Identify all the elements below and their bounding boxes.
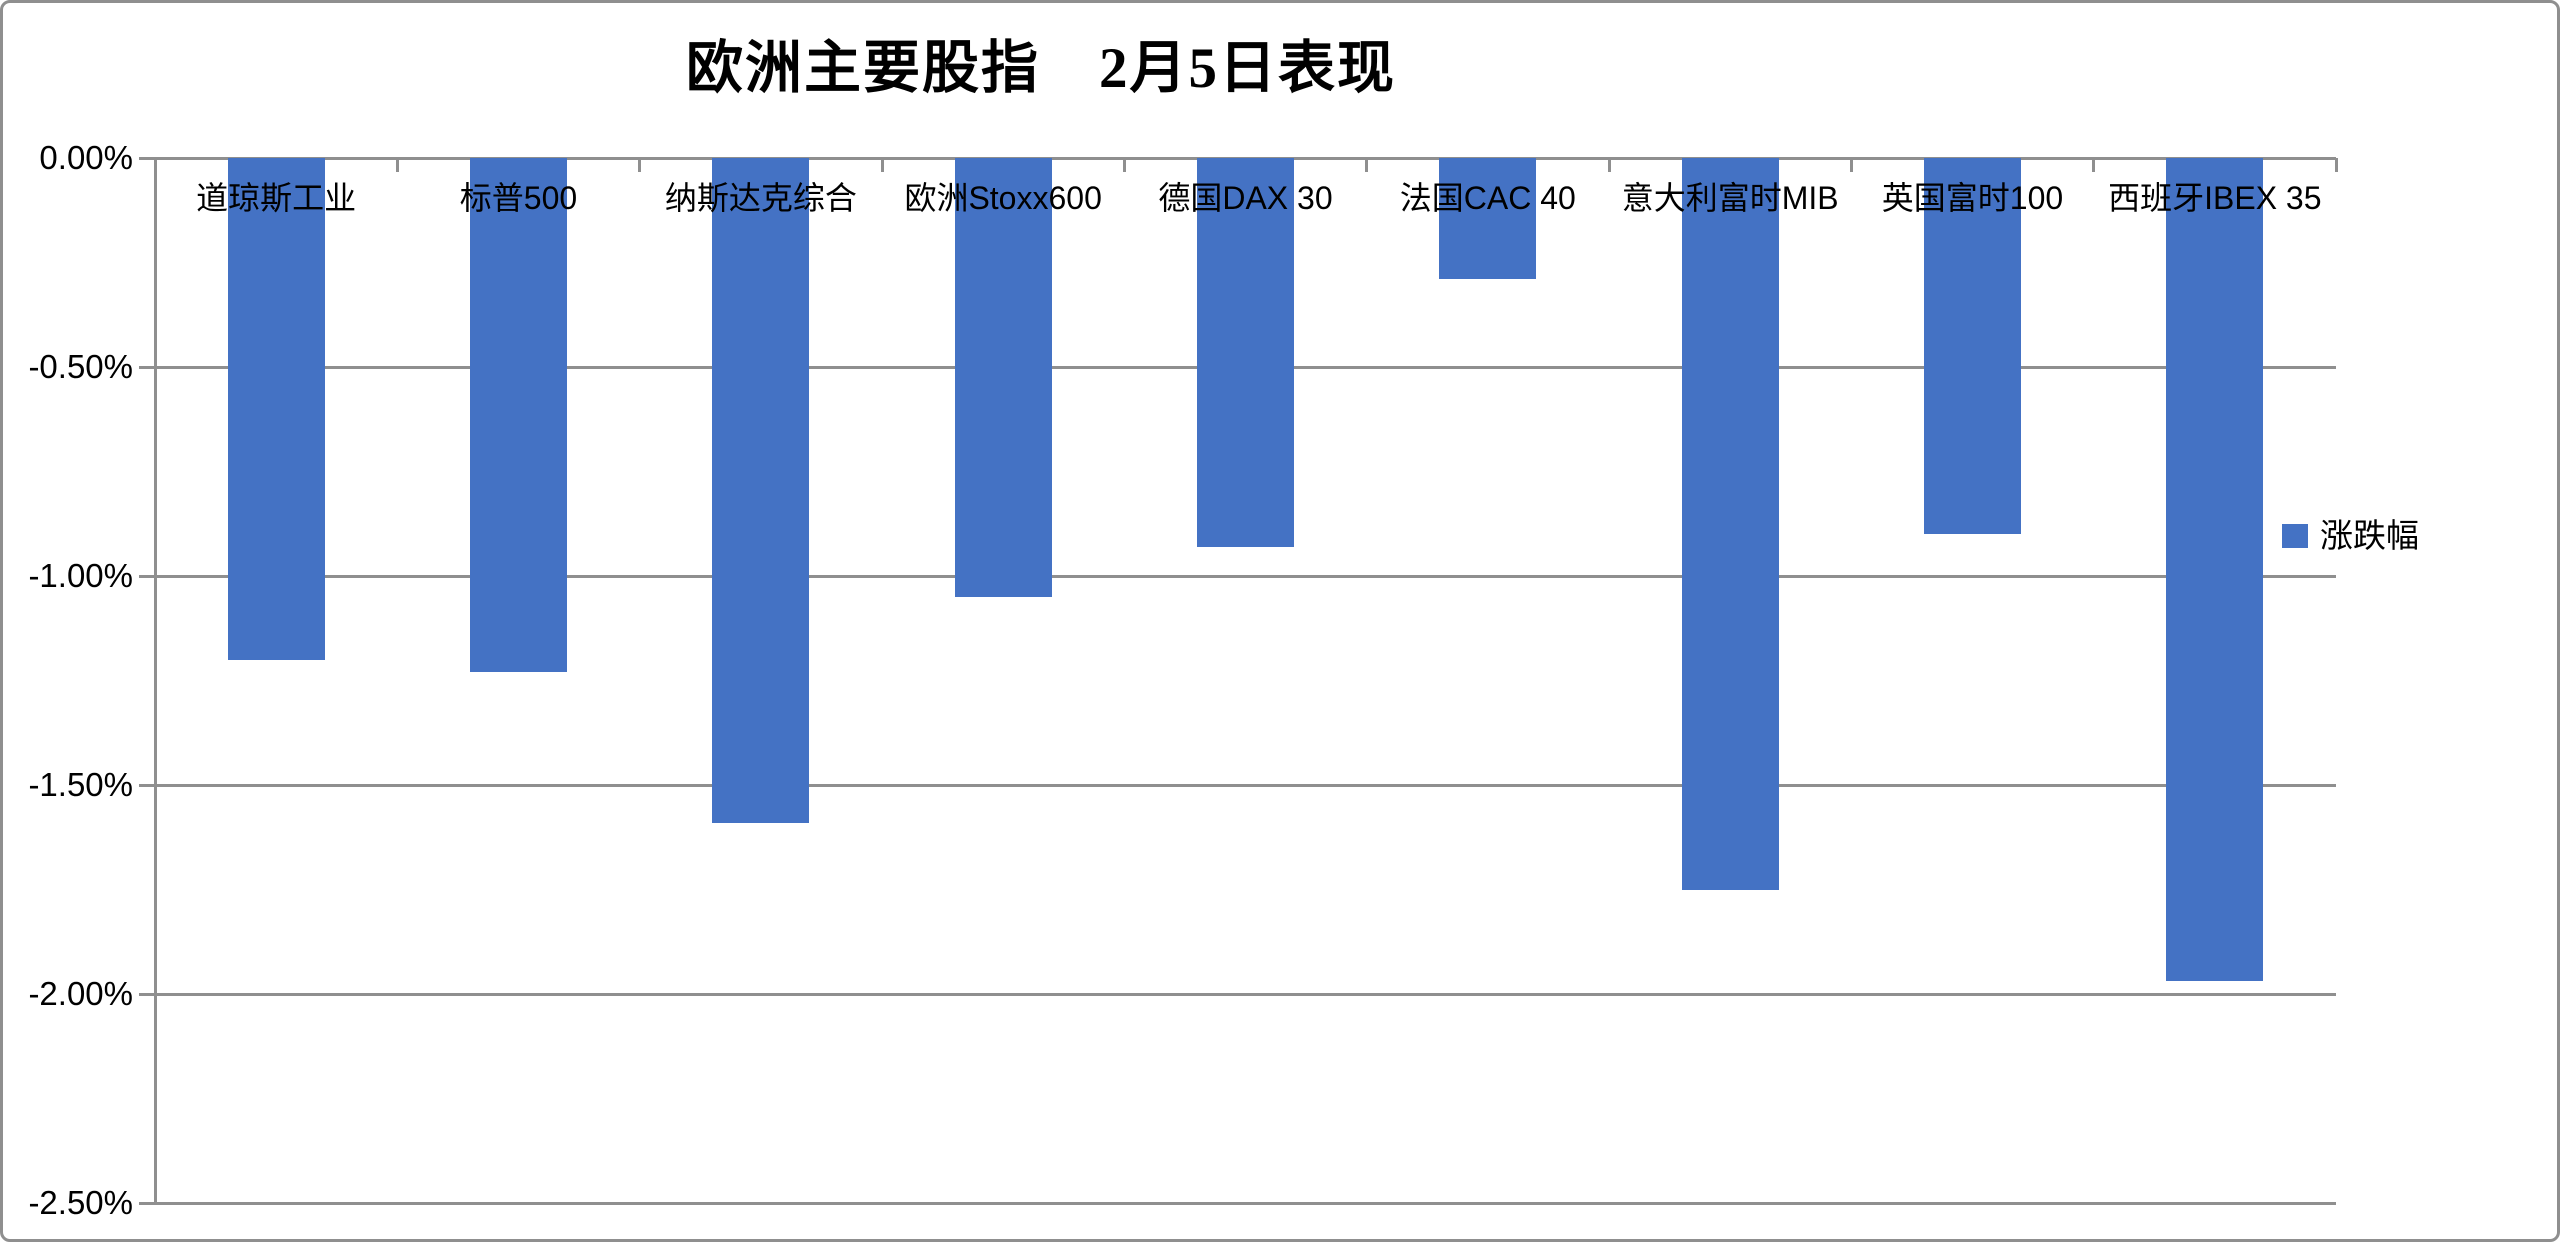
y-axis-line	[153, 158, 157, 1203]
category-axis-tick	[2334, 158, 2338, 172]
y-axis-label: -0.50%	[28, 348, 133, 385]
category-label: 西班牙IBEX 35	[2108, 180, 2322, 216]
category-axis-tick	[395, 158, 399, 172]
gridline	[155, 1201, 2336, 1205]
category-axis-tick	[1849, 158, 1853, 172]
y-axis-tick	[139, 365, 155, 369]
category-axis-tick	[1365, 158, 1369, 172]
y-axis-label: -2.50%	[28, 1184, 133, 1221]
y-axis-label: -1.00%	[28, 557, 133, 594]
bar	[712, 158, 810, 823]
category-label: 标普500	[459, 180, 578, 216]
category-axis-tick	[153, 158, 157, 172]
category-axis-tick	[880, 158, 884, 172]
legend-swatch	[2282, 524, 2308, 548]
bar	[1681, 158, 1779, 890]
legend-label: 涨跌幅	[2320, 517, 2419, 554]
y-axis-label: 0.00%	[39, 139, 133, 176]
y-axis-tick	[139, 1201, 155, 1205]
gridline	[155, 574, 2336, 578]
category-axis-tick	[1607, 158, 1611, 172]
category-axis-tick	[1122, 158, 1126, 172]
plot-area: 道琼斯工业 标普500 纳斯达克综合 欧洲Stoxx600 德国DAX 30 法国CAC …	[153, 156, 2338, 1205]
bar	[470, 158, 567, 673]
y-axis-label: -1.50%	[28, 766, 133, 803]
y-axis-tick	[139, 156, 155, 160]
bar	[227, 158, 325, 660]
category-axis-tick	[638, 158, 642, 172]
category-axis-tick	[2092, 158, 2096, 172]
y-axis-label: -2.00%	[28, 975, 133, 1012]
category-label: 道琼斯工业	[196, 180, 357, 216]
gridline	[155, 783, 2336, 787]
y-axis-tick	[139, 574, 155, 578]
bar	[1197, 158, 1294, 547]
bar	[954, 158, 1052, 597]
gridline	[155, 992, 2336, 996]
legend: 涨跌幅	[2282, 516, 2419, 556]
category-label: 纳斯达克综合	[664, 180, 857, 216]
chart-title: 欧洲主要股指 2月5日表现	[686, 37, 1396, 100]
category-label: 英国富时100	[1881, 180, 2064, 216]
bar	[2166, 158, 2264, 982]
bar	[1439, 158, 1537, 280]
category-label: 意大利富时MIB	[1621, 180, 1839, 216]
category-label: 德国DAX 30	[1158, 180, 1333, 216]
category-label: 欧洲Stoxx600	[904, 180, 1102, 216]
category-label: 法国CAC 40	[1399, 180, 1576, 216]
y-axis-tick	[139, 992, 155, 996]
bar	[1924, 158, 2021, 535]
y-axis-tick	[139, 783, 155, 787]
